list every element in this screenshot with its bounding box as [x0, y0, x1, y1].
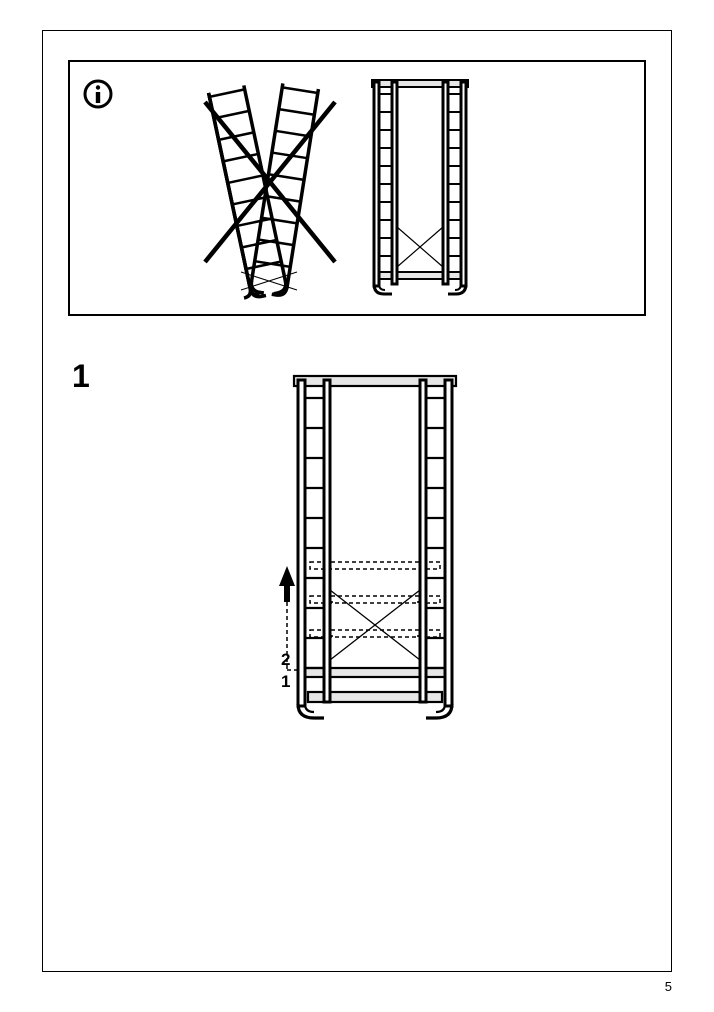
wrong-illustration — [201, 83, 335, 300]
page-number: 5 — [665, 979, 672, 994]
shelf-label-1: 1 — [281, 672, 290, 692]
info-icon — [82, 78, 114, 110]
step-number: 1 — [72, 358, 90, 395]
shelf-label-2: 2 — [281, 650, 290, 670]
correct-illustration — [372, 80, 468, 294]
info-diagram — [175, 72, 495, 304]
step-1-diagram — [262, 370, 492, 730]
